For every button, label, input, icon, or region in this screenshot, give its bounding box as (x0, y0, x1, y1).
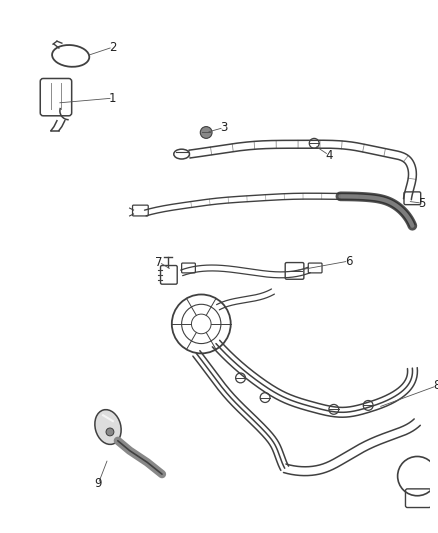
Ellipse shape (95, 410, 121, 445)
Text: 4: 4 (325, 149, 332, 161)
Text: 1: 1 (109, 92, 117, 104)
Text: 8: 8 (433, 379, 438, 392)
Circle shape (127, 448, 133, 454)
Text: 3: 3 (220, 121, 227, 134)
Text: 9: 9 (95, 478, 102, 490)
Text: 2: 2 (109, 41, 117, 54)
Text: 5: 5 (418, 197, 426, 209)
Circle shape (200, 127, 212, 139)
Circle shape (106, 428, 114, 436)
Text: 6: 6 (345, 255, 352, 268)
Text: 7: 7 (155, 256, 163, 269)
